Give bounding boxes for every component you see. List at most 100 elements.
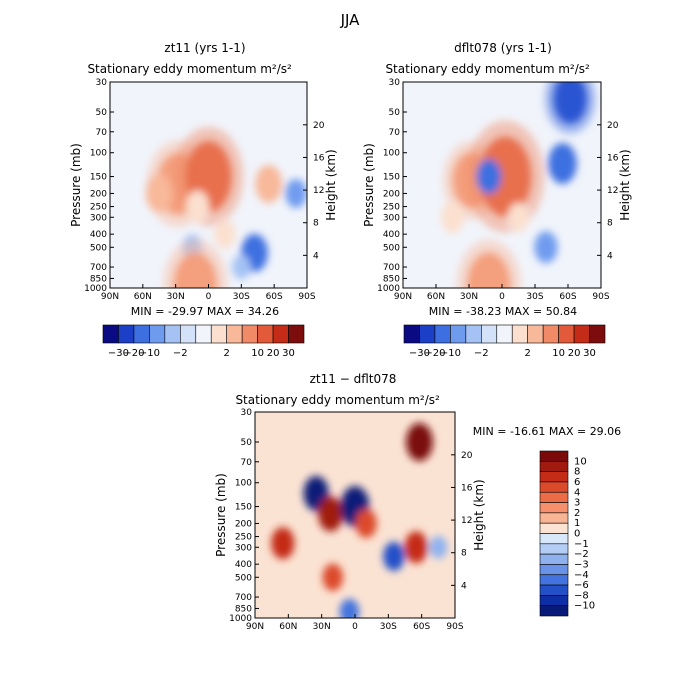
y-right-tick-label: 12 (313, 186, 324, 196)
y-right-tick-label: 8 (607, 219, 613, 229)
x-tick-label: 60N (427, 292, 445, 302)
y-tick-label: 250 (90, 203, 107, 213)
x-tick-label: 0 (206, 292, 212, 302)
colorbar-box (210, 324, 227, 344)
y-tick-label: 400 (90, 230, 107, 240)
panel-subtitle: Stationary eddy momentum (385, 62, 554, 76)
colorbar-box (434, 324, 451, 344)
colorbar-box (539, 533, 569, 545)
y-tick-label: 70 (241, 458, 253, 468)
y-tick-label: 30 (241, 408, 253, 418)
colorbar-box (465, 324, 482, 344)
y-tick-label: 850 (90, 274, 107, 284)
contour-feature (185, 190, 210, 223)
colorbar-box (558, 324, 575, 344)
y-tick-label: 400 (383, 230, 400, 240)
colorbar-box (539, 574, 569, 586)
colorbar-label: −1 (574, 539, 589, 550)
y-tick-label: 1000 (377, 284, 400, 294)
contour-halo (456, 239, 522, 288)
y-tick-label: 300 (235, 543, 252, 553)
y-right-tick-label: 16 (607, 153, 619, 163)
panel-subtitle: Stationary eddy momentum (87, 62, 256, 76)
colorbar-label: −2 (574, 549, 589, 560)
x-tick-label: 30N (313, 622, 331, 632)
colorbar-box (419, 324, 436, 344)
colorbar-box (539, 481, 569, 493)
colorbar-box (539, 543, 569, 555)
contour-feature (406, 423, 433, 462)
y-tick-label: 300 (90, 213, 107, 223)
colorbar-box (539, 595, 569, 606)
y-axis-label: Pressure (mb) (362, 143, 376, 227)
panel-units: m²/s² (260, 62, 292, 76)
y-tick-label: 400 (235, 560, 252, 570)
contour-feature (145, 174, 173, 213)
x-tick-label: 90S (446, 622, 463, 632)
y-right-axis-label: Height (km) (472, 479, 486, 550)
x-tick-label: 60S (559, 292, 576, 302)
x-tick-label: 60S (266, 292, 283, 302)
colorbar-box (118, 324, 135, 344)
contour-feature (429, 535, 448, 559)
contour-field (403, 82, 601, 288)
colorbar-box (589, 324, 606, 344)
contour-feature (285, 178, 307, 208)
y-tick-label: 100 (383, 149, 400, 159)
y-tick-label: 150 (90, 173, 107, 183)
y-right-tick-label: 16 (461, 483, 473, 493)
colorbar-box (539, 471, 569, 483)
y-tick-label: 70 (96, 128, 108, 138)
y-tick-label: 200 (90, 189, 107, 199)
x-tick-label: 90S (592, 292, 609, 302)
colorbar-box (539, 553, 569, 565)
y-tick-label: 100 (235, 479, 252, 489)
contour-feature (404, 531, 428, 564)
colorbar-dflt078: −30−20−10 −2 2 10 20 30 (403, 324, 606, 359)
colorbar-zt11: −30−20−10 −2 2 10 20 30 (102, 324, 305, 359)
y-tick-label: 500 (90, 243, 107, 253)
x-tick-label: 30N (460, 292, 478, 302)
y-tick-label: 300 (383, 213, 400, 223)
y-axis-label: Pressure (mb) (69, 143, 83, 227)
colorbar-label: 0 (574, 529, 580, 540)
y-tick-label: 250 (235, 533, 252, 543)
colorbar-label: −2 (173, 348, 188, 359)
x-tick-label: 90S (298, 292, 315, 302)
colorbar-label: −20 (424, 348, 445, 359)
colorbar-box (539, 522, 569, 534)
colorbar-label: −10 (574, 601, 595, 612)
panel-title: zt11 (yrs 1-1) (164, 41, 245, 55)
x-tick-label: 0 (499, 292, 505, 302)
colorbar-label: −20 (123, 348, 144, 359)
colorbar-label: −2 (474, 348, 489, 359)
colorbar-box (450, 324, 467, 344)
colorbar-box (511, 324, 528, 344)
colorbar-label: 3 (574, 498, 580, 509)
x-tick-label: 0 (352, 622, 358, 632)
y-tick-label: 200 (383, 189, 400, 199)
contour-feature (355, 508, 377, 538)
y-right-tick-label: 4 (607, 251, 613, 261)
y-right-tick-label: 12 (607, 186, 618, 196)
colorbar-label: 1 (574, 518, 580, 529)
colorbar-box (539, 512, 569, 524)
x-tick-label: 30S (526, 292, 543, 302)
y-right-tick-label: 20 (607, 121, 619, 131)
y-tick-label: 150 (235, 503, 252, 513)
colorbar-box (539, 450, 569, 462)
colorbar-box (539, 584, 569, 596)
y-tick-label: 50 (96, 108, 108, 118)
contour-halo (163, 239, 228, 288)
colorbar-label: 10 (552, 348, 565, 359)
panel-units: m²/s² (408, 393, 440, 407)
colorbar-box (164, 324, 181, 344)
y-tick-label: 700 (90, 263, 107, 273)
colorbar-box (539, 461, 569, 472)
colorbar-box (539, 564, 569, 576)
colorbar-box (102, 324, 119, 344)
y-right-tick-label: 12 (461, 516, 472, 526)
panel-title: dflt078 (yrs 1-1) (454, 41, 552, 55)
y-tick-label: 50 (241, 438, 253, 448)
